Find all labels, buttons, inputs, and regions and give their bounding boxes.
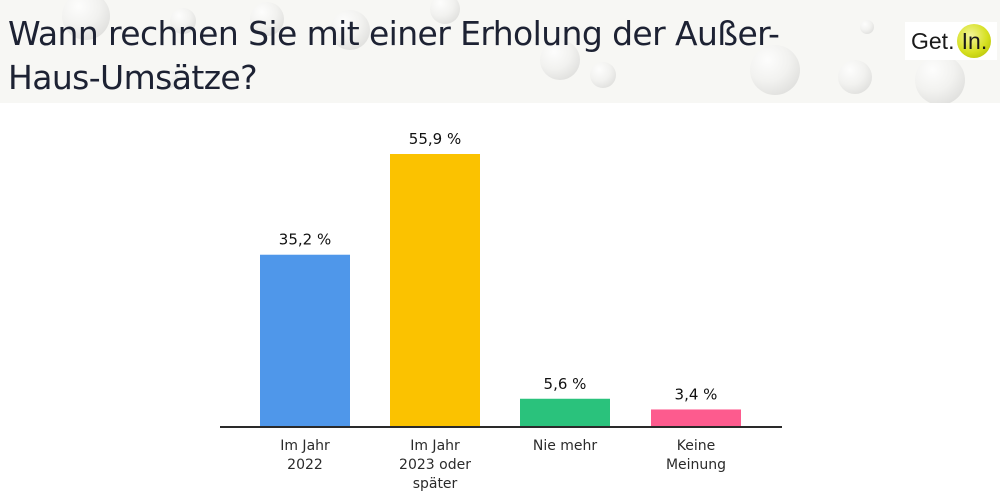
- bar-2: [390, 154, 480, 426]
- category-tick-label: Im Jahr: [280, 438, 330, 454]
- category-tick-label: 2023 oder: [399, 457, 471, 473]
- category-tick-label: Nie mehr: [533, 438, 598, 454]
- category-tick-label: Meinung: [666, 457, 726, 473]
- bubble-decoration: [62, 0, 110, 40]
- bubble-decoration: [430, 0, 460, 24]
- bubble-decoration: [838, 60, 872, 94]
- logo-text: Get.: [911, 27, 955, 54]
- category-tick-label: Im Jahr: [410, 438, 460, 454]
- bubble-decoration: [540, 40, 580, 80]
- bubble-decoration: [330, 10, 370, 50]
- category-tick-label: Keine: [677, 438, 715, 454]
- header-banner: Wann rechnen Sie mit einer Erholung der …: [0, 0, 1000, 103]
- page-title: Wann rechnen Sie mit einer Erholung der …: [8, 12, 888, 100]
- data-label: 55,9 %: [409, 130, 461, 148]
- data-label: 5,6 %: [544, 375, 587, 393]
- bubble-decoration: [250, 2, 284, 36]
- bars-group: [260, 154, 741, 426]
- title-line-1: Wann rechnen Sie mit einer Erholung der …: [8, 14, 780, 53]
- bubble-decoration: [860, 20, 874, 34]
- title-line-2: Haus-Umsätze?: [8, 58, 258, 97]
- data-label: 35,2 %: [279, 231, 331, 249]
- bar-chart: 35,2 % Im Jahr 2022 55,9 % Im Jahr 2023 oder s…: [220, 130, 782, 492]
- labels-group: 35,2 % Im Jahr 2022 55,9 % Im Jahr 2023 oder s…: [279, 130, 726, 492]
- bar-4: [651, 409, 741, 426]
- bubble-decoration: [170, 8, 196, 34]
- bubble-decoration: [160, 70, 178, 88]
- data-label: 3,4 %: [675, 385, 718, 403]
- bubble-decoration: [750, 45, 800, 95]
- category-tick-label: 2022: [287, 457, 323, 473]
- bar-1: [260, 254, 350, 426]
- logo-badge: In.: [957, 24, 992, 58]
- category-tick-label: später: [413, 476, 458, 492]
- bar-3: [520, 398, 610, 426]
- bubble-decoration: [915, 55, 965, 103]
- bubble-decoration: [590, 62, 616, 88]
- get-in-logo: Get. In.: [905, 22, 997, 60]
